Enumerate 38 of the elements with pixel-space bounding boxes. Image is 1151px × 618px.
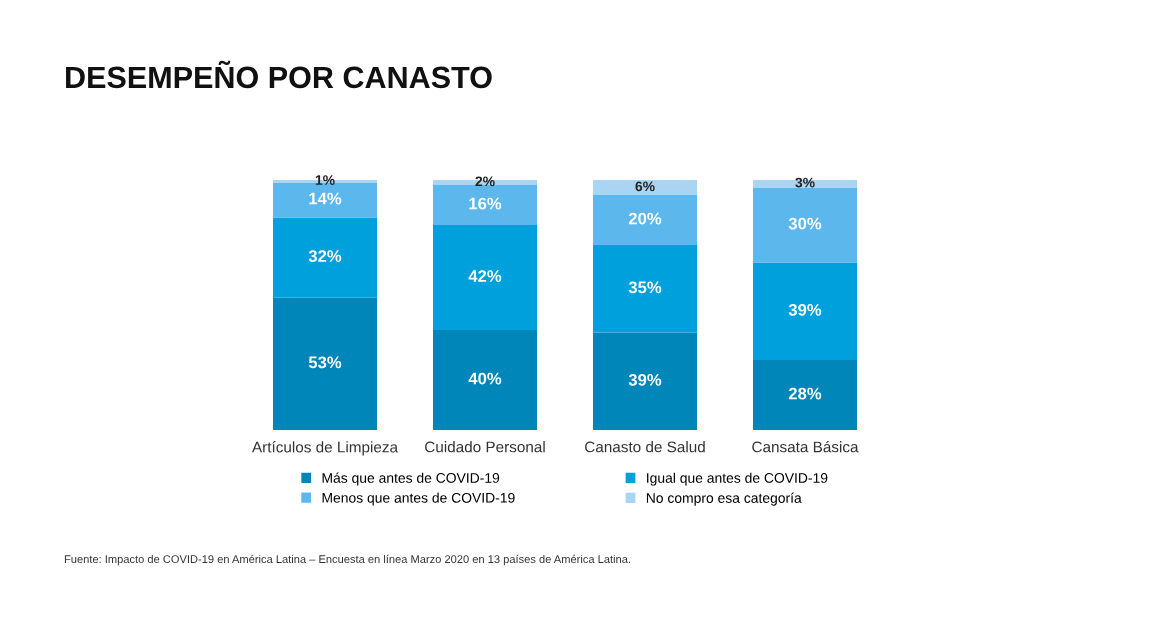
x-tick-label: Cansata Básica [752, 440, 859, 453]
bar [593, 195, 697, 245]
data-label: 42% [468, 270, 502, 282]
x-tick-label: Cuidado Personal [425, 441, 545, 453]
bar [273, 217, 377, 298]
legend-label: No compro esa categoría [646, 492, 802, 506]
x-tick-label: Artículos de Limpieza [252, 441, 399, 456]
data-label: 39% [788, 303, 822, 316]
data-label: 20% [628, 212, 662, 225]
legend-label: Más que antes de COVID-19 [322, 472, 500, 486]
bar [593, 245, 697, 333]
data-label: 30% [788, 217, 822, 230]
data-label: 53% [308, 356, 342, 369]
bar [433, 185, 537, 225]
legend-label: Igual que antes de COVID-19 [647, 472, 828, 486]
bar [753, 262, 857, 360]
bar [273, 297, 377, 430]
legend-label: Menos que antes de COVID-19 [322, 492, 515, 506]
data-label: 39% [628, 373, 662, 386]
data-label: 32% [308, 250, 342, 262]
data-label: 6% [635, 181, 655, 192]
bar [593, 180, 697, 195]
x-tick-label: Canasto de Salud [585, 441, 705, 453]
data-label: 35% [628, 281, 662, 294]
data-label: 2% [475, 176, 495, 187]
bar [753, 187, 857, 263]
bar [753, 360, 857, 430]
data-label: 16% [469, 197, 502, 210]
bar [593, 332, 697, 430]
bar [433, 330, 537, 430]
bar [433, 225, 537, 330]
data-label: 1% [315, 175, 335, 185]
data-label: 3% [795, 177, 815, 188]
chart-title: DESEMPEÑO POR CANASTO [66, 60, 492, 89]
data-label: 14% [309, 192, 342, 205]
source-note: Fuente: Impacto de COVID-19 en América Latina – Encuesta en línea Marzo 2020 en 13 países de América Latina. [64, 554, 630, 566]
data-label: 40% [468, 372, 502, 385]
data-label: 28% [788, 387, 822, 400]
